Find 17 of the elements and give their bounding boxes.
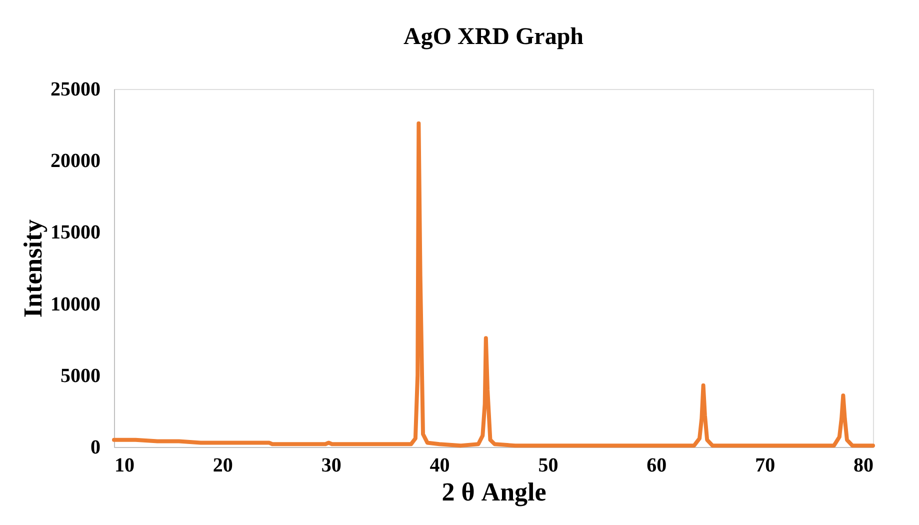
x-tick-label: 70 xyxy=(755,454,776,476)
y-tick-label: 20000 xyxy=(50,150,100,172)
y-tick-label: 5000 xyxy=(60,364,100,387)
x-tick-label: 30 xyxy=(321,454,342,476)
y-tick-label: 10000 xyxy=(50,293,100,316)
y-axis-title: Intensity xyxy=(18,219,48,318)
x-tick-label: 20 xyxy=(212,454,233,476)
x-tick-label: 40 xyxy=(430,454,450,476)
y-tick-label: 25000 xyxy=(50,78,100,100)
x-tick-label: 50 xyxy=(538,454,558,476)
x-axis-title: 2 θ Angle xyxy=(442,478,546,506)
x-tick-label: 10 xyxy=(114,454,134,476)
chart-title: AgO XRD Graph xyxy=(403,24,584,50)
x-tick-label: 60 xyxy=(646,454,667,476)
y-tick-label: 15000 xyxy=(50,222,100,244)
y-tick-label: 0 xyxy=(90,436,100,458)
x-tick-label: 80 xyxy=(854,454,874,476)
